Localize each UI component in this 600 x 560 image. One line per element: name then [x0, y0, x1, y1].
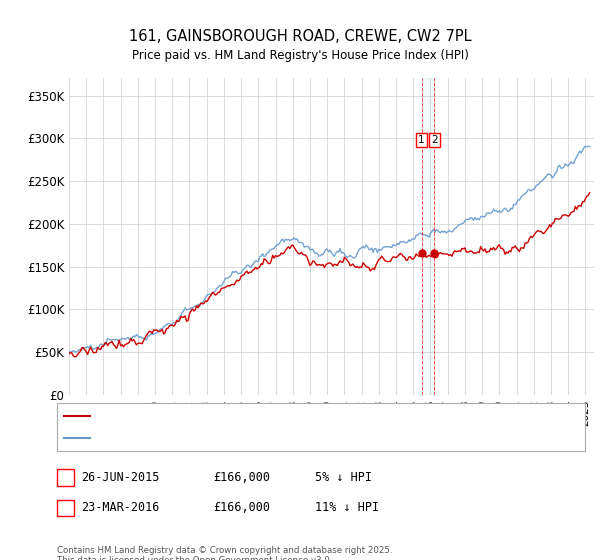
Text: 23-MAR-2016: 23-MAR-2016 [81, 501, 160, 515]
Text: £166,000: £166,000 [213, 501, 270, 515]
Text: 26-JUN-2015: 26-JUN-2015 [81, 470, 160, 484]
Bar [422, 78, 434, 395]
Text: 11% ↓ HPI: 11% ↓ HPI [315, 501, 379, 515]
Text: 161, GAINSBOROUGH ROAD, CREWE, CW2 7PL (semi-detached house): 161, GAINSBOROUGH ROAD, CREWE, CW2 7PL (… [93, 411, 461, 421]
Text: HPI: Average price, semi-detached house, Cheshire East: HPI: Average price, semi-detached house,… [93, 433, 386, 443]
Text: 2: 2 [431, 135, 438, 145]
Text: Contains HM Land Registry data © Crown copyright and database right 2025.
This d: Contains HM Land Registry data © Crown c… [57, 546, 392, 560]
Text: 5% ↓ HPI: 5% ↓ HPI [315, 470, 372, 484]
Text: 1: 1 [418, 135, 425, 145]
Text: 161, GAINSBOROUGH ROAD, CREWE, CW2 7PL: 161, GAINSBOROUGH ROAD, CREWE, CW2 7PL [128, 30, 472, 44]
Text: 2: 2 [62, 503, 69, 513]
Text: Price paid vs. HM Land Registry's House Price Index (HPI): Price paid vs. HM Land Registry's House … [131, 49, 469, 63]
Text: £166,000: £166,000 [213, 470, 270, 484]
Text: 1: 1 [62, 472, 69, 482]
